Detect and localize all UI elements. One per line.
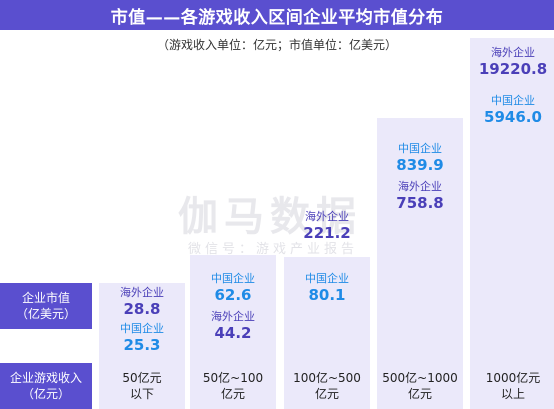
data-label-china-3: 中国企业 80.1 — [284, 272, 370, 304]
value-label: 758.8 — [396, 194, 444, 212]
category-label-line: 50亿~100 — [202, 371, 264, 385]
category-label-line: 亿元 — [220, 387, 245, 401]
bar-column-2 — [190, 255, 276, 409]
row-label-revenue: 企业游戏收入 （亿元） — [0, 363, 92, 409]
category-label-line: 以下 — [129, 387, 154, 401]
data-label-overseas-1: 海外企业 28.8 — [99, 286, 185, 318]
series-label: 海外企业 — [211, 310, 255, 323]
watermark-subtext: 微信号：游戏产业报告 — [188, 242, 359, 257]
category-label-line: 50亿元 — [122, 371, 162, 385]
bar-column-1 — [99, 283, 185, 409]
category-label-2: 50亿~100 亿元 — [190, 370, 276, 402]
bar-column-3 — [284, 257, 370, 409]
bar-column-4 — [377, 118, 463, 409]
value-label: 44.2 — [214, 324, 252, 342]
series-label: 中国企业 — [491, 94, 535, 107]
series-label: 中国企业 — [211, 272, 255, 285]
data-label-china-5: 中国企业 5946.0 — [470, 94, 554, 126]
row-label-market-value-line2: （亿美元） — [15, 307, 76, 321]
value-label: 5946.0 — [484, 108, 542, 126]
data-label-overseas-5: 海外企业 19220.8 — [470, 46, 554, 78]
data-label-overseas-3: 海外企业 221.2 — [284, 210, 370, 242]
value-label: 221.2 — [303, 224, 351, 242]
value-label: 839.9 — [396, 156, 444, 174]
chart-subtitle: （游戏收入单位：亿元；市值单位：亿美元） — [156, 38, 397, 52]
chart-title: 市值——各游戏收入区间企业平均市值分布 — [0, 0, 554, 30]
bar-column-5 — [470, 38, 554, 409]
category-label-line: 亿元 — [314, 387, 339, 401]
series-label: 中国企业 — [305, 272, 349, 285]
series-label: 海外企业 — [120, 286, 164, 299]
value-label: 19220.8 — [478, 60, 548, 78]
data-label-china-1: 中国企业 25.3 — [99, 322, 185, 354]
row-label-market-value-line1: 企业市值 — [21, 291, 70, 305]
data-label-overseas-4: 海外企业 758.8 — [377, 180, 463, 212]
category-label-line: 500亿~1000 — [382, 371, 458, 385]
category-label-line: 100亿~500 — [293, 371, 361, 385]
category-label-line: 亿元 — [407, 387, 432, 401]
value-label: 62.6 — [214, 286, 252, 304]
watermark-logo: 伽马数据 — [178, 194, 362, 240]
series-label: 海外企业 — [398, 180, 442, 193]
series-label: 中国企业 — [120, 322, 164, 335]
category-label-line: 1000亿元 — [485, 371, 541, 385]
series-label: 海外企业 — [305, 210, 349, 223]
row-label-revenue-line1: 企业游戏收入 — [9, 371, 82, 385]
value-label: 28.8 — [123, 300, 161, 318]
row-label-market-value: 企业市值 （亿美元） — [0, 283, 92, 329]
value-label: 80.1 — [308, 286, 346, 304]
category-label-4: 500亿~1000 亿元 — [377, 370, 463, 402]
value-label: 25.3 — [123, 336, 161, 354]
series-label: 海外企业 — [491, 46, 535, 59]
category-label-5: 1000亿元 以上 — [470, 370, 554, 402]
data-label-china-2: 中国企业 62.6 — [190, 272, 276, 304]
data-label-china-4: 中国企业 839.9 — [377, 142, 463, 174]
row-label-revenue-line2: （亿元） — [21, 387, 70, 401]
data-label-overseas-2: 海外企业 44.2 — [190, 310, 276, 342]
category-label-1: 50亿元以下 — [99, 370, 185, 402]
category-label-line: 以上 — [500, 387, 525, 401]
category-label-3: 100亿~500 亿元 — [284, 370, 370, 402]
series-label: 中国企业 — [398, 142, 442, 155]
